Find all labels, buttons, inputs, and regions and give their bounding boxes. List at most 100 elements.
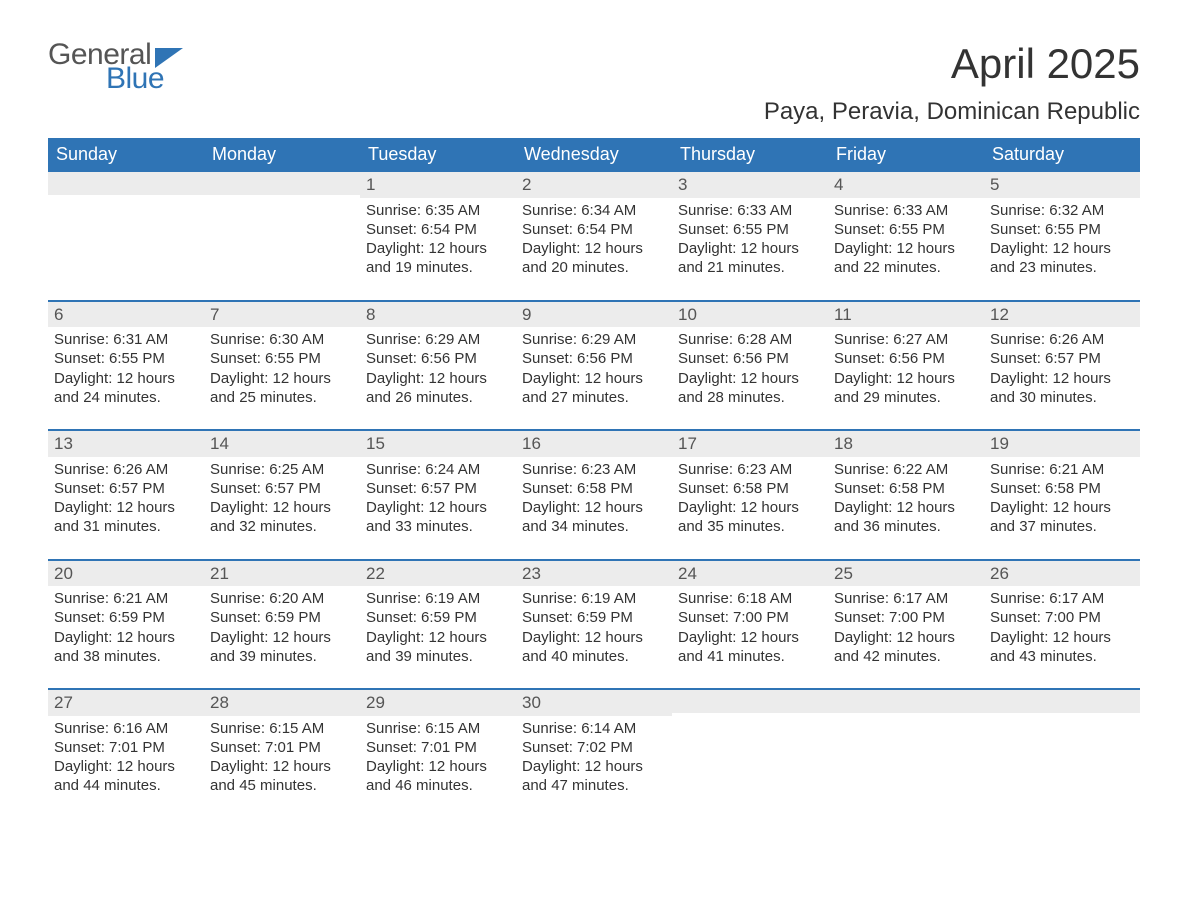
calendar-day-cell: 12Sunrise: 6:26 AMSunset: 6:57 PMDayligh… (984, 302, 1140, 412)
daylight-line-1: Daylight: 12 hours (990, 369, 1134, 388)
calendar-day-cell: 7Sunrise: 6:30 AMSunset: 6:55 PMDaylight… (204, 302, 360, 412)
day-number: 17 (672, 431, 828, 457)
daylight-line-1: Daylight: 12 hours (210, 498, 354, 517)
day-body (48, 195, 204, 202)
day-number: 9 (516, 302, 672, 328)
sunrise-line: Sunrise: 6:25 AM (210, 460, 354, 479)
calendar-day-cell: 20Sunrise: 6:21 AMSunset: 6:59 PMDayligh… (48, 561, 204, 671)
day-body: Sunrise: 6:25 AMSunset: 6:57 PMDaylight:… (204, 457, 360, 541)
day-of-week-header: Sunday Monday Tuesday Wednesday Thursday… (48, 138, 1140, 172)
dow-wednesday: Wednesday (516, 138, 672, 172)
sunrise-line: Sunrise: 6:14 AM (522, 719, 666, 738)
daylight-line-1: Daylight: 12 hours (54, 498, 198, 517)
day-body: Sunrise: 6:17 AMSunset: 7:00 PMDaylight:… (828, 586, 984, 670)
daylight-line-1: Daylight: 12 hours (834, 498, 978, 517)
sunrise-line: Sunrise: 6:23 AM (522, 460, 666, 479)
sunset-line: Sunset: 7:02 PM (522, 738, 666, 757)
sunrise-line: Sunrise: 6:26 AM (54, 460, 198, 479)
calendar-day-cell: 14Sunrise: 6:25 AMSunset: 6:57 PMDayligh… (204, 431, 360, 541)
day-body: Sunrise: 6:19 AMSunset: 6:59 PMDaylight:… (360, 586, 516, 670)
dow-tuesday: Tuesday (360, 138, 516, 172)
day-number: 3 (672, 172, 828, 198)
daylight-line-1: Daylight: 12 hours (834, 628, 978, 647)
sunset-line: Sunset: 6:59 PM (366, 608, 510, 627)
daylight-line-1: Daylight: 12 hours (366, 369, 510, 388)
calendar-day-cell: 22Sunrise: 6:19 AMSunset: 6:59 PMDayligh… (360, 561, 516, 671)
calendar-day-cell (204, 172, 360, 282)
day-body: Sunrise: 6:29 AMSunset: 6:56 PMDaylight:… (516, 327, 672, 411)
daylight-line-1: Daylight: 12 hours (54, 628, 198, 647)
daylight-line-1: Daylight: 12 hours (678, 498, 822, 517)
calendar-day-cell: 29Sunrise: 6:15 AMSunset: 7:01 PMDayligh… (360, 690, 516, 800)
calendar-day-cell (984, 690, 1140, 800)
sunset-line: Sunset: 6:56 PM (834, 349, 978, 368)
day-number: 27 (48, 690, 204, 716)
daylight-line-1: Daylight: 12 hours (678, 369, 822, 388)
day-body: Sunrise: 6:31 AMSunset: 6:55 PMDaylight:… (48, 327, 204, 411)
calendar-day-cell: 5Sunrise: 6:32 AMSunset: 6:55 PMDaylight… (984, 172, 1140, 282)
day-body: Sunrise: 6:23 AMSunset: 6:58 PMDaylight:… (516, 457, 672, 541)
daylight-line-1: Daylight: 12 hours (990, 498, 1134, 517)
calendar-week: 27Sunrise: 6:16 AMSunset: 7:01 PMDayligh… (48, 688, 1140, 800)
sunrise-line: Sunrise: 6:28 AM (678, 330, 822, 349)
dow-monday: Monday (204, 138, 360, 172)
day-body: Sunrise: 6:21 AMSunset: 6:59 PMDaylight:… (48, 586, 204, 670)
sunset-line: Sunset: 6:59 PM (54, 608, 198, 627)
day-body: Sunrise: 6:28 AMSunset: 6:56 PMDaylight:… (672, 327, 828, 411)
sunset-line: Sunset: 6:57 PM (210, 479, 354, 498)
daylight-line-1: Daylight: 12 hours (522, 369, 666, 388)
day-body (204, 195, 360, 202)
sunrise-line: Sunrise: 6:29 AM (366, 330, 510, 349)
calendar-day-cell: 11Sunrise: 6:27 AMSunset: 6:56 PMDayligh… (828, 302, 984, 412)
daylight-line-1: Daylight: 12 hours (522, 757, 666, 776)
sunset-line: Sunset: 6:56 PM (678, 349, 822, 368)
calendar-day-cell: 21Sunrise: 6:20 AMSunset: 6:59 PMDayligh… (204, 561, 360, 671)
sunset-line: Sunset: 6:56 PM (522, 349, 666, 368)
day-number: 28 (204, 690, 360, 716)
daylight-line-2: and 42 minutes. (834, 647, 978, 666)
sunrise-line: Sunrise: 6:20 AM (210, 589, 354, 608)
calendar-day-cell: 24Sunrise: 6:18 AMSunset: 7:00 PMDayligh… (672, 561, 828, 671)
sunrise-line: Sunrise: 6:17 AM (834, 589, 978, 608)
day-body (672, 713, 828, 720)
day-body: Sunrise: 6:29 AMSunset: 6:56 PMDaylight:… (360, 327, 516, 411)
day-number (984, 690, 1140, 713)
day-number: 7 (204, 302, 360, 328)
daylight-line-1: Daylight: 12 hours (210, 757, 354, 776)
sunrise-line: Sunrise: 6:15 AM (210, 719, 354, 738)
calendar-day-cell (48, 172, 204, 282)
calendar-day-cell: 16Sunrise: 6:23 AMSunset: 6:58 PMDayligh… (516, 431, 672, 541)
title-block: April 2025 Paya, Peravia, Dominican Repu… (764, 40, 1140, 126)
day-number: 11 (828, 302, 984, 328)
daylight-line-2: and 28 minutes. (678, 388, 822, 407)
dow-sunday: Sunday (48, 138, 204, 172)
day-body: Sunrise: 6:15 AMSunset: 7:01 PMDaylight:… (204, 716, 360, 800)
day-body: Sunrise: 6:33 AMSunset: 6:55 PMDaylight:… (828, 198, 984, 282)
calendar-day-cell: 1Sunrise: 6:35 AMSunset: 6:54 PMDaylight… (360, 172, 516, 282)
daylight-line-1: Daylight: 12 hours (522, 498, 666, 517)
daylight-line-2: and 34 minutes. (522, 517, 666, 536)
day-number: 4 (828, 172, 984, 198)
day-number (828, 690, 984, 713)
day-body: Sunrise: 6:18 AMSunset: 7:00 PMDaylight:… (672, 586, 828, 670)
day-body (828, 713, 984, 720)
sunset-line: Sunset: 6:56 PM (366, 349, 510, 368)
calendar-week: 13Sunrise: 6:26 AMSunset: 6:57 PMDayligh… (48, 429, 1140, 541)
daylight-line-2: and 31 minutes. (54, 517, 198, 536)
day-body (984, 713, 1140, 720)
day-number: 14 (204, 431, 360, 457)
calendar-day-cell: 13Sunrise: 6:26 AMSunset: 6:57 PMDayligh… (48, 431, 204, 541)
sunrise-line: Sunrise: 6:15 AM (366, 719, 510, 738)
day-number: 13 (48, 431, 204, 457)
daylight-line-2: and 32 minutes. (210, 517, 354, 536)
daylight-line-1: Daylight: 12 hours (210, 369, 354, 388)
sunrise-line: Sunrise: 6:24 AM (366, 460, 510, 479)
daylight-line-2: and 25 minutes. (210, 388, 354, 407)
day-body: Sunrise: 6:32 AMSunset: 6:55 PMDaylight:… (984, 198, 1140, 282)
day-number: 23 (516, 561, 672, 587)
daylight-line-1: Daylight: 12 hours (678, 628, 822, 647)
sunset-line: Sunset: 6:55 PM (210, 349, 354, 368)
calendar-day-cell: 3Sunrise: 6:33 AMSunset: 6:55 PMDaylight… (672, 172, 828, 282)
calendar-day-cell (828, 690, 984, 800)
calendar-day-cell: 23Sunrise: 6:19 AMSunset: 6:59 PMDayligh… (516, 561, 672, 671)
